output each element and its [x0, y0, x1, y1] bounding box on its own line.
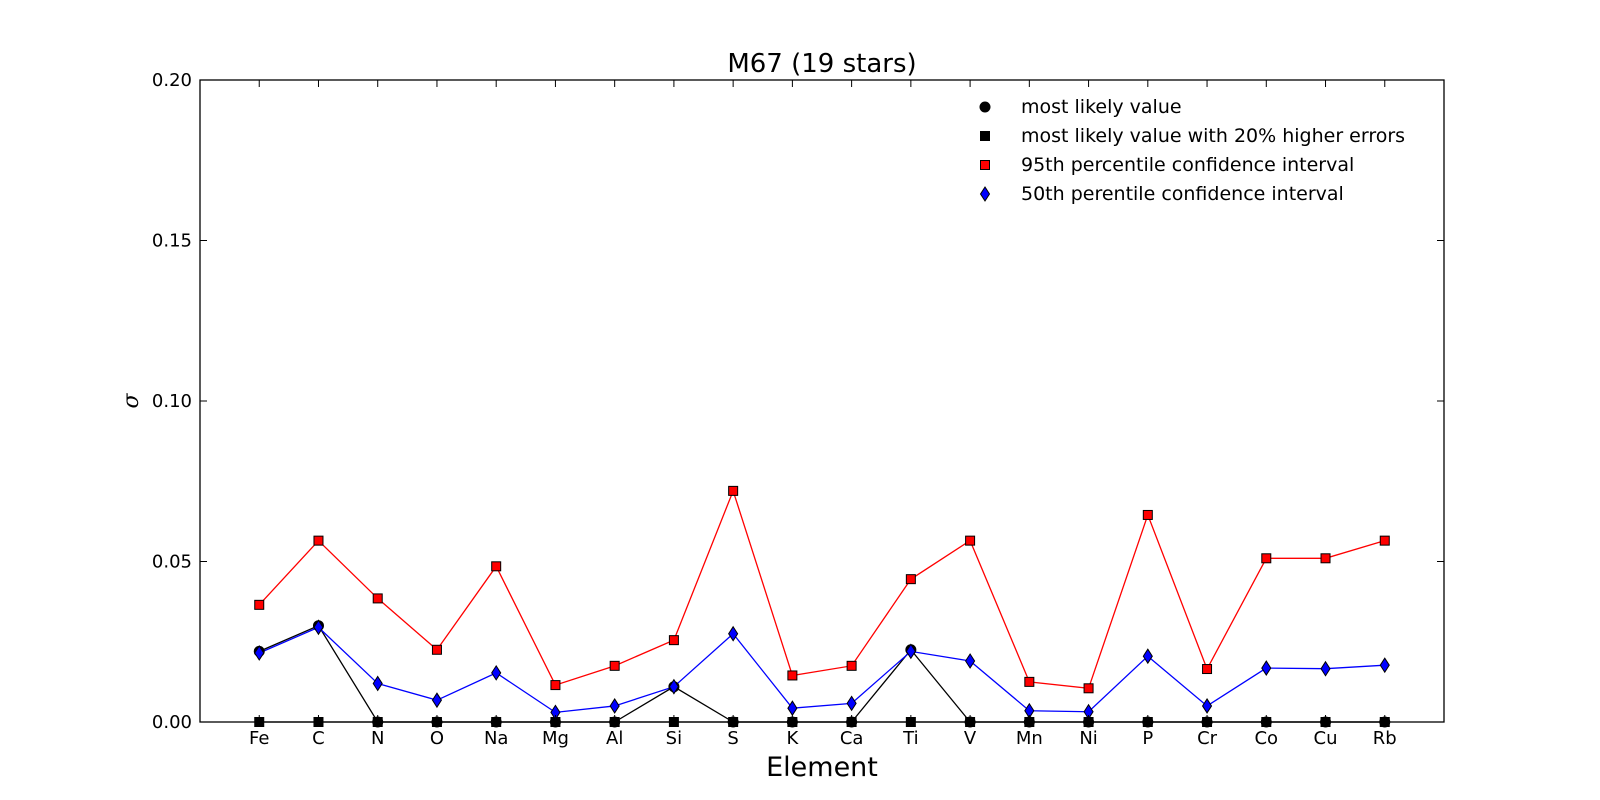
data-point-2-Ni	[1083, 683, 1094, 694]
legend-label-2: 95th percentile confidence interval	[1021, 154, 1354, 176]
data-point-3-Ti	[905, 643, 916, 660]
x-tick-label-C: C	[312, 728, 325, 749]
x-tick-label-Rb: Rb	[1373, 728, 1397, 749]
data-point-3-Rb	[1379, 657, 1390, 674]
data-point-2-Ti	[905, 574, 916, 585]
x-tick-label-Ti: Ti	[902, 728, 918, 749]
data-point-3-V	[965, 653, 976, 669]
x-tick-label-Na: Na	[484, 728, 509, 749]
x-axis-label: Element	[766, 752, 878, 783]
data-point-3-Na	[491, 664, 502, 681]
data-point-2-Al	[609, 660, 620, 671]
x-tick-label-Si: Si	[666, 728, 682, 749]
legend-label-3: 50th perentile confidence interval	[1021, 183, 1344, 205]
x-tick-label-Co: Co	[1254, 728, 1278, 749]
series-2	[258, 488, 1385, 689]
axis-layer: 0.00 0.05 0.10 0.15 0.20 Fe C N O Na Mg Al Si S K Ca Ti V…	[152, 70, 1445, 749]
data-point-2-P	[1142, 509, 1153, 520]
x-tick-label-Mn: Mn	[1016, 728, 1043, 749]
y-tick-label-1: 0.05	[152, 552, 192, 573]
data-point-3-C	[313, 619, 324, 636]
data-point-2-Fe	[254, 599, 265, 610]
x-tick-label-K: K	[786, 728, 799, 749]
x-tick-label-O: O	[430, 728, 444, 749]
data-point-2-Cr	[1202, 664, 1213, 675]
data-point-2-Ca	[846, 660, 857, 671]
legend-marker-0	[979, 101, 991, 113]
legend-label-0: most likely value	[1021, 96, 1182, 118]
plot-area	[200, 80, 1444, 722]
data-point-2-S	[728, 485, 739, 496]
data-point-2-V	[965, 535, 976, 546]
data-point-3-Cu	[1320, 660, 1331, 677]
y-tick-label-3: 0.15	[152, 231, 192, 252]
data-point-3-Ca	[846, 695, 857, 712]
data-point-2-Na	[491, 561, 502, 572]
data-point-2-O	[431, 644, 442, 655]
data-point-2-K	[787, 670, 798, 681]
data-point-3-O	[431, 692, 443, 709]
legend-marker-2	[980, 160, 990, 170]
series-line-2	[258, 488, 1385, 689]
x-tick-label-P: P	[1142, 728, 1153, 749]
data-point-2-Si	[668, 635, 679, 646]
data-point-3-Al	[609, 698, 620, 714]
legend: most likely value most likely value with …	[979, 96, 1405, 205]
x-tick-label-Ca: Ca	[840, 728, 864, 749]
data-point-2-Mg	[550, 680, 561, 691]
series-markers-3	[254, 619, 1390, 721]
series-markers-2	[254, 485, 1390, 694]
x-tick-label-N: N	[371, 728, 384, 749]
y-axis-label: σ	[119, 393, 144, 409]
x-tick-label-Cu: Cu	[1314, 728, 1338, 749]
data-point-2-N	[372, 593, 383, 604]
legend-marker-1	[980, 131, 990, 141]
chart-title: M67 (19 stars)	[727, 49, 916, 79]
x-tick-label-Al: Al	[606, 728, 623, 749]
data-point-2-C	[313, 535, 324, 546]
x-tick-label-Mg: Mg	[542, 728, 569, 749]
x-tick-label-Fe: Fe	[249, 728, 269, 749]
data-point-3-Si	[668, 678, 679, 695]
data-point-3-Cr	[1201, 698, 1213, 714]
data-point-2-Co	[1261, 553, 1272, 564]
data-point-3-Co	[1261, 660, 1272, 676]
x-tick-label-Cr: Cr	[1197, 728, 1218, 749]
legend-marker-3	[979, 186, 991, 202]
data-point-3-P	[1142, 648, 1153, 665]
data-point-2-Mn	[1024, 676, 1035, 687]
data-point-2-Rb	[1379, 535, 1390, 546]
data-point-3-Fe	[254, 645, 265, 661]
x-tick-label-S: S	[727, 728, 738, 749]
y-tick-label-4: 0.20	[152, 70, 192, 91]
series-line-3	[258, 626, 1385, 714]
data-point-3-N	[372, 675, 383, 692]
x-tick-label-V: V	[964, 728, 977, 749]
legend-label-1: most likely value with 20% higher errors	[1021, 125, 1405, 147]
series-3	[258, 626, 1385, 714]
data-point-3-S	[728, 625, 739, 642]
data-point-2-Cu	[1320, 553, 1331, 564]
y-tick-label-2: 0.10	[152, 391, 192, 412]
x-tick-label-Ni: Ni	[1079, 728, 1097, 749]
y-tick-label-0: 0.00	[152, 712, 192, 733]
